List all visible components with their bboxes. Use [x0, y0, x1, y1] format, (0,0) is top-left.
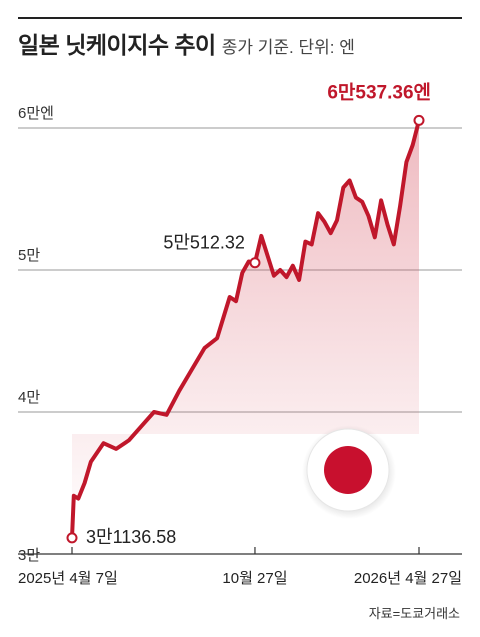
x-tick-label: 10월 27일 [222, 570, 287, 587]
flag-red-sun [324, 446, 372, 494]
data-point-marker [413, 114, 425, 126]
y-tick-label: 6만엔 [18, 105, 54, 122]
series-line [70, 118, 421, 540]
chart-title: 일본 닛케이지수 추이 [18, 32, 216, 58]
data-point-marker [249, 257, 261, 269]
data-label: 5만512.32 [163, 233, 245, 253]
y-tick-label: 3만 [18, 547, 40, 564]
japan-flag [302, 425, 396, 519]
source-note: 자료=도쿄거래소 [368, 606, 460, 621]
data-point-marker [66, 532, 78, 544]
chart-subtitle: 종가 기준. 단위: 엔 [221, 38, 355, 57]
y-tick-label: 5만 [18, 247, 40, 264]
data-label: 6만537.36엔 [327, 81, 431, 103]
y-tick-label: 4만 [18, 389, 40, 406]
data-label: 3만1136.58 [86, 527, 176, 547]
top-rule [18, 17, 462, 19]
x-tick-label: 2025년 4월 7일 [18, 570, 118, 587]
chart-heading: 일본 닛케이지수 추이 종가 기준. 단위: 엔 [18, 26, 355, 60]
x-tick-label: 2026년 4월 27일 [354, 570, 462, 587]
